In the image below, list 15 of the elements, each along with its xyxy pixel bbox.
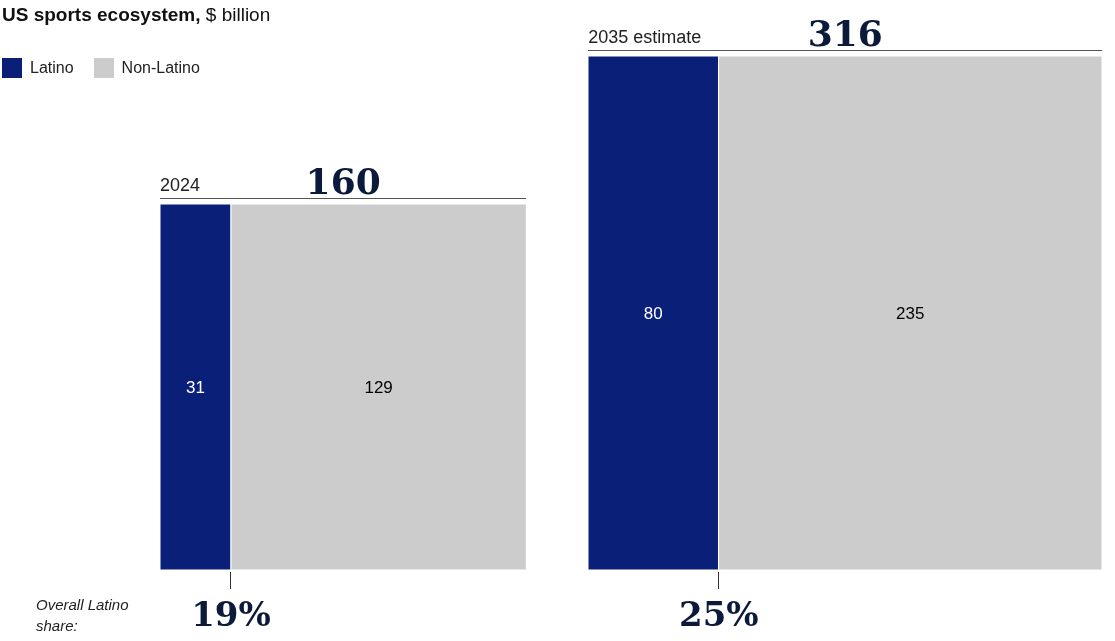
text: 19%: [190, 594, 272, 634]
text: 316: [807, 12, 883, 54]
data-label: 80: [644, 304, 664, 324]
data-label: 235: [896, 304, 925, 324]
legend-label: Non-Latino: [120, 58, 200, 78]
text: $ billion: [205, 4, 271, 25]
data-label: 31: [186, 377, 205, 397]
data-label: 129: [364, 377, 393, 397]
category-label: 2024: [160, 174, 201, 196]
text: Overall Latino share:: [36, 595, 130, 636]
text: 160: [305, 159, 381, 202]
legend-label: Latino: [29, 58, 74, 78]
category-label: 2035 estimate: [588, 27, 702, 48]
text: US sports ecosystem,: [2, 4, 201, 25]
text: 25%: [678, 594, 760, 634]
